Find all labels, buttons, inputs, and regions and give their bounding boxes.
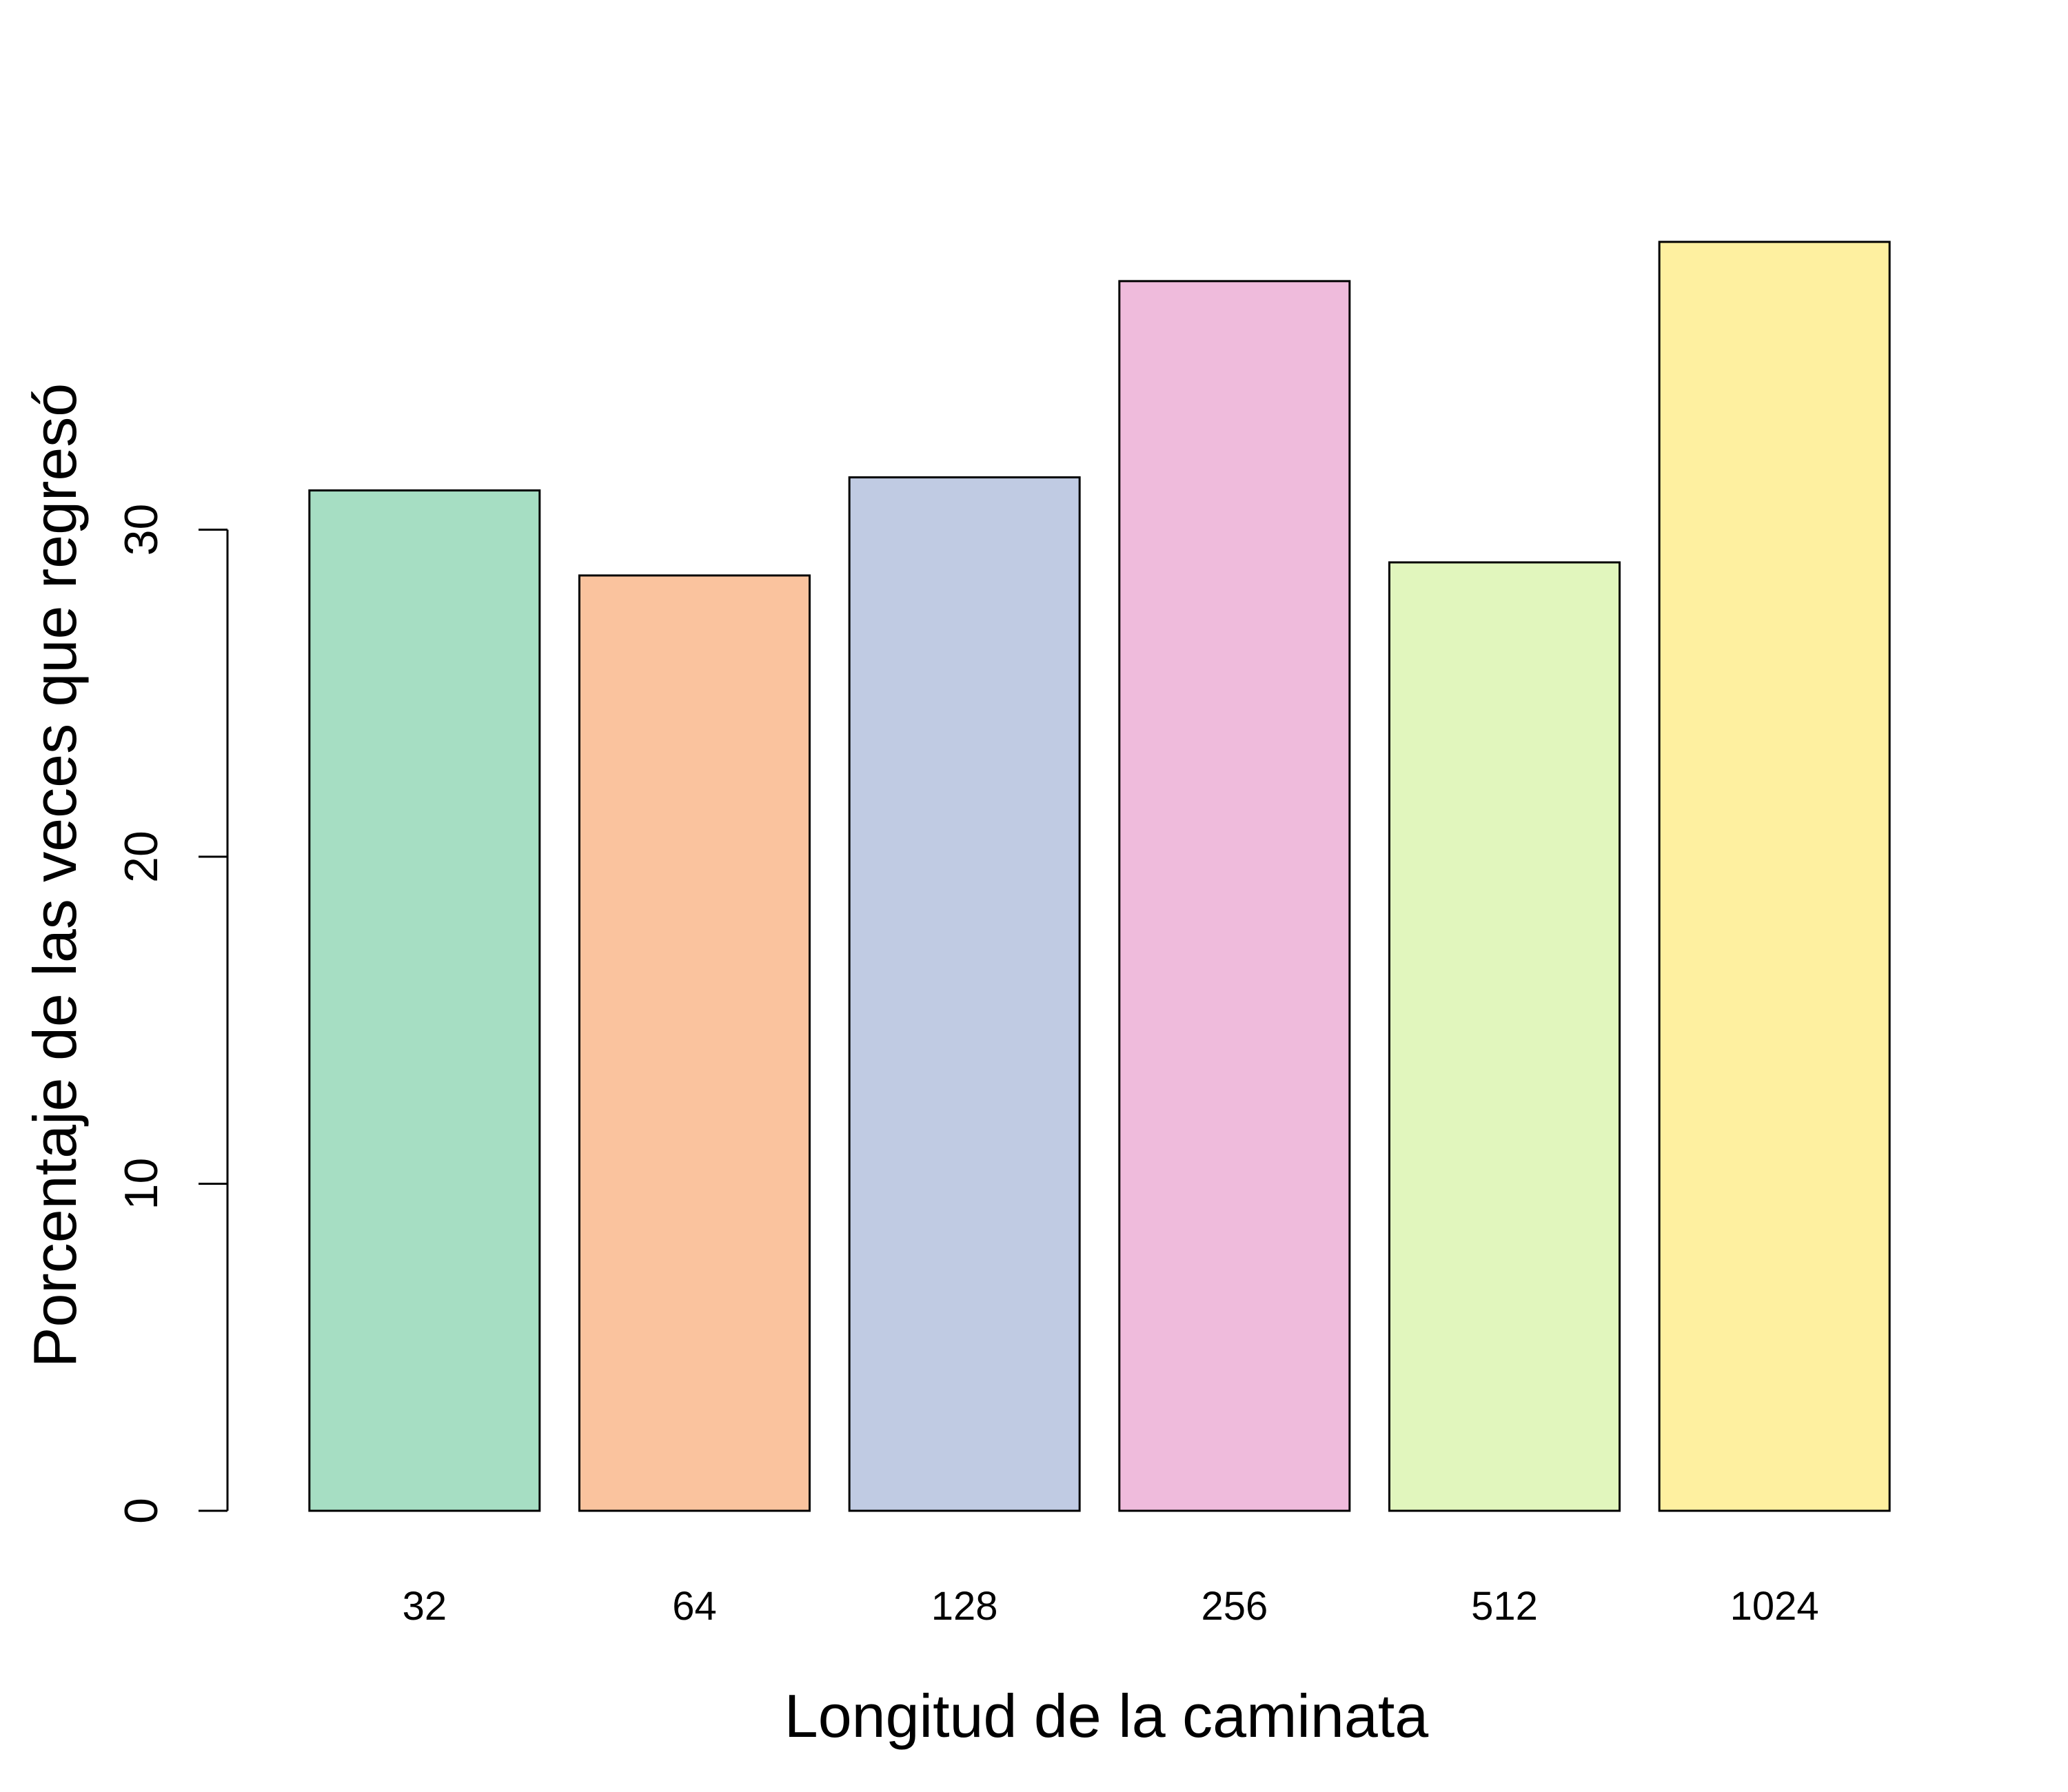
x-tick-label-64: 64 xyxy=(672,1584,717,1629)
x-tick-label-256: 256 xyxy=(1201,1584,1268,1629)
bar-512 xyxy=(1388,561,1621,1512)
y-axis-title: Porcentaje de las veces que regresó xyxy=(21,383,89,1367)
bar-64 xyxy=(578,574,811,1512)
y-tick-label-0: 0 xyxy=(115,1498,168,1524)
y-axis: 0 10 20 30 xyxy=(115,504,229,1524)
y-tick-label-20: 20 xyxy=(115,831,168,883)
y-tick-label-30: 30 xyxy=(115,504,168,556)
x-tick-label-512: 512 xyxy=(1471,1584,1538,1629)
x-tick-label-1024: 1024 xyxy=(1730,1584,1819,1629)
bars-group xyxy=(308,241,1891,1512)
x-category-labels: 32 64 128 256 512 1024 xyxy=(403,1584,1819,1629)
bar-128 xyxy=(848,476,1081,1512)
bar-1024 xyxy=(1658,241,1891,1512)
x-axis-title: Longitud de la caminata xyxy=(784,1682,1429,1750)
x-tick-label-128: 128 xyxy=(931,1584,998,1629)
y-tick-label-10: 10 xyxy=(115,1158,168,1210)
bar-256 xyxy=(1118,280,1351,1512)
bar-32 xyxy=(308,489,541,1512)
x-tick-label-32: 32 xyxy=(403,1584,447,1629)
